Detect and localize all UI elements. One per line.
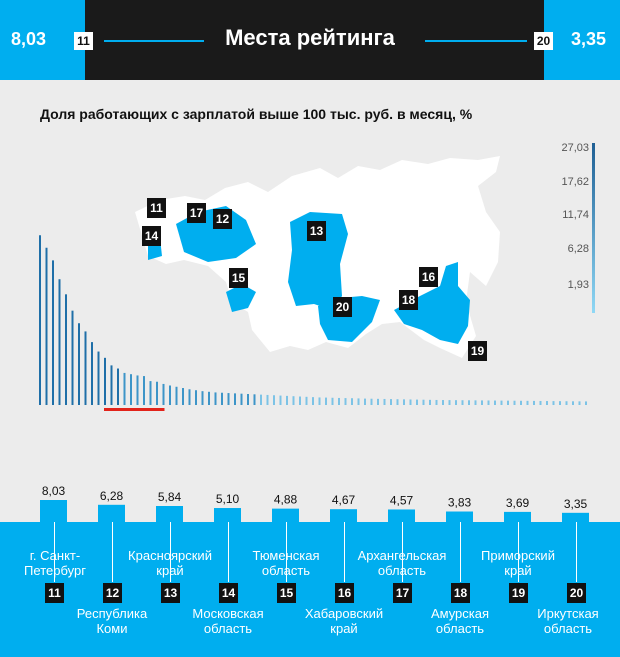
header-right-value: 3,35 <box>571 29 607 49</box>
map-marker: 19 <box>468 341 487 361</box>
bar-value-label: 3,83 <box>448 496 472 510</box>
rank-badge: 13 <box>161 583 180 603</box>
header-left-value: 8,03 <box>11 29 47 49</box>
header-left-rank: 11 <box>74 32 93 50</box>
region-bar <box>214 508 241 522</box>
region-bar <box>330 509 357 522</box>
region-bar <box>272 508 299 522</box>
region-name: Тюменская область <box>252 548 320 578</box>
rank-badge: 11 <box>45 583 64 603</box>
chart-subtitle: Доля работающих с зарплатой выше 100 тыс… <box>40 106 473 122</box>
region-bar <box>156 506 183 522</box>
bar-value-label: 8,03 <box>42 484 66 498</box>
region-name: Иркутская область <box>537 606 599 636</box>
region-bar <box>388 509 415 522</box>
bar-value-label: 3,69 <box>506 496 530 510</box>
region-bar <box>446 511 473 522</box>
region-name: Республика Коми <box>76 606 148 636</box>
region-highlight <box>288 212 348 310</box>
region-name: Амурская область <box>430 606 490 636</box>
connector-line <box>460 522 461 582</box>
map-marker: 15 <box>229 268 248 288</box>
bar-value-label: 4,67 <box>332 493 356 507</box>
scale-tick-label: 1,93 <box>568 279 589 291</box>
map-marker: 18 <box>399 290 418 310</box>
map-marker: 12 <box>213 209 232 229</box>
connector-line <box>54 522 55 582</box>
header-bar: 8,03 11 Места рейтинга 20 3,35 <box>0 0 620 80</box>
connector-line <box>344 522 345 582</box>
connector-line <box>518 522 519 582</box>
rank-badge: 15 <box>277 583 296 603</box>
bar-value-label: 4,57 <box>390 493 414 507</box>
bar-value-label: 4,88 <box>274 493 298 507</box>
region-bar <box>40 500 67 522</box>
region-name: Архангельская область <box>357 548 447 578</box>
header-right-rank: 20 <box>534 32 553 50</box>
map-marker: 17 <box>187 203 206 223</box>
connector-line <box>170 522 171 582</box>
rank-badge: 18 <box>451 583 470 603</box>
map-marker: 16 <box>419 267 438 287</box>
bar-value-label: 6,28 <box>100 489 124 503</box>
map-marker: 20 <box>333 297 352 317</box>
header-left-panel <box>0 0 85 80</box>
scale-tick-label: 6,28 <box>568 243 589 255</box>
scale-bar <box>592 143 595 313</box>
connector-line <box>112 522 113 582</box>
rank-badge: 19 <box>509 583 528 603</box>
scale-tick-label: 27,03 <box>561 142 589 154</box>
bar-value-label: 5,84 <box>158 490 182 504</box>
header-line-right <box>425 40 527 42</box>
map-marker: 13 <box>307 221 326 241</box>
rank-badge: 16 <box>335 583 354 603</box>
header-right-panel <box>544 0 620 80</box>
map-marker: 14 <box>142 226 161 246</box>
map-marker: 11 <box>147 198 166 218</box>
rank-badge: 12 <box>103 583 122 603</box>
region-name: Приморский край <box>481 548 555 578</box>
region-name: г. Санкт-Петербург <box>24 548 86 578</box>
region-highlight <box>226 284 256 312</box>
bar-value-label: 5,10 <box>216 492 240 506</box>
scale-tick-label: 11,74 <box>562 209 589 221</box>
bar-value-label: 3,35 <box>564 497 588 511</box>
region-bar <box>98 504 125 522</box>
region-bar <box>504 511 531 522</box>
region-bar <box>562 512 589 522</box>
rank-badge: 14 <box>219 583 238 603</box>
highlight-marker <box>104 408 165 411</box>
rank-badge: 17 <box>393 583 412 603</box>
scale-tick-label: 17,62 <box>561 176 589 188</box>
header-line-left <box>104 40 204 42</box>
rank-badge: 20 <box>567 583 586 603</box>
region-name: Московская область <box>192 606 264 636</box>
region-name: Хабаровский край <box>304 606 384 636</box>
header-title: Места рейтинга <box>225 25 395 50</box>
region-highlight <box>394 262 470 344</box>
region-name: Красноярский край <box>128 548 212 578</box>
connector-line <box>228 522 229 582</box>
connector-line <box>402 522 403 582</box>
connector-line <box>576 522 577 582</box>
connector-line <box>286 522 287 582</box>
